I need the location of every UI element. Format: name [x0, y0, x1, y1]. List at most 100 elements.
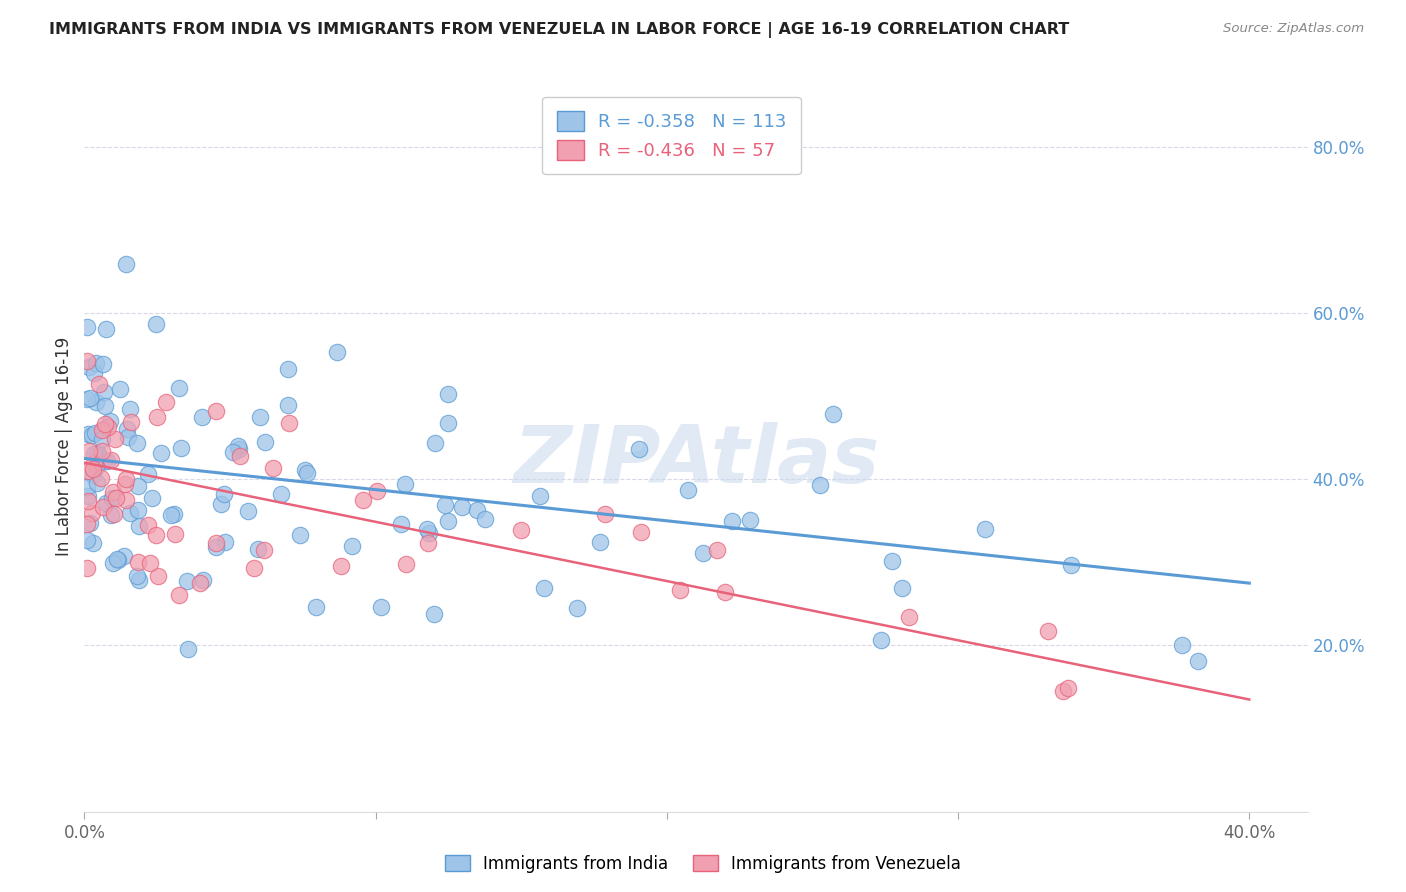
Point [93, 454, 115, 468]
Point [973, 522, 995, 536]
Point [139, 556, 162, 570]
Point [96, 454, 118, 468]
Point [474, 512, 496, 526]
Point [108, 383, 131, 397]
Point [114, 472, 136, 486]
Point [228, 442, 250, 456]
Point [423, 436, 446, 450]
Point [630, 525, 652, 540]
Point [101, 484, 124, 499]
Point [94, 417, 117, 432]
Point [589, 535, 612, 549]
Point [87, 446, 110, 460]
Point [115, 422, 138, 436]
Point [236, 503, 259, 517]
Point [84, 459, 107, 474]
Point [394, 476, 416, 491]
Point [389, 517, 412, 532]
Point [226, 439, 249, 453]
Point [84, 426, 107, 441]
Point [76, 320, 98, 334]
Point [82, 506, 104, 520]
Point [90, 432, 112, 446]
Point [120, 415, 142, 429]
Point [136, 467, 159, 481]
Point [118, 507, 141, 521]
Point [821, 407, 844, 421]
Point [370, 600, 392, 615]
Point [808, 478, 831, 492]
Point [128, 573, 150, 587]
Point [437, 416, 460, 430]
Point [91, 357, 114, 371]
Point [98, 413, 121, 427]
Point [112, 549, 135, 563]
Point [329, 559, 352, 574]
Point [115, 493, 138, 508]
Text: ZIPAtlas: ZIPAtlas [513, 422, 879, 500]
Point [94, 399, 117, 413]
Point [627, 442, 650, 457]
Point [165, 527, 187, 541]
Point [127, 569, 149, 583]
Point [1038, 624, 1060, 638]
Point [1171, 638, 1194, 652]
Point [87, 377, 110, 392]
Point [509, 523, 531, 537]
Point [294, 463, 316, 477]
Point [416, 523, 439, 537]
Point [249, 409, 271, 424]
Text: Source: ZipAtlas.com: Source: ZipAtlas.com [1223, 22, 1364, 36]
Point [146, 409, 169, 424]
Point [205, 403, 228, 417]
Point [880, 554, 903, 568]
Point [253, 434, 276, 449]
Point [214, 534, 236, 549]
Point [740, 513, 762, 527]
Point [82, 462, 104, 476]
Point [290, 528, 312, 542]
Point [433, 498, 456, 512]
Point [305, 600, 328, 615]
Point [1052, 683, 1074, 698]
Point [82, 536, 104, 550]
Point [191, 573, 214, 587]
Point [326, 345, 349, 359]
Point [76, 427, 98, 442]
Point [97, 420, 120, 434]
Point [668, 583, 690, 598]
Point [76, 480, 98, 494]
Point [128, 518, 150, 533]
Point [423, 607, 446, 621]
Point [467, 503, 489, 517]
Point [83, 456, 105, 470]
Point [107, 553, 129, 567]
Point [104, 491, 127, 505]
Point [100, 453, 122, 467]
Point [676, 483, 699, 498]
Point [352, 492, 374, 507]
Point [277, 417, 299, 431]
Point [253, 542, 276, 557]
Point [100, 491, 122, 506]
Point [76, 561, 98, 575]
Y-axis label: In Labor Force | Age 16-19: In Labor Force | Age 16-19 [55, 336, 73, 556]
Point [117, 430, 139, 444]
Point [76, 392, 98, 406]
Point [340, 539, 363, 553]
Point [242, 561, 264, 575]
Point [451, 500, 474, 514]
Point [145, 528, 167, 542]
Point [529, 489, 551, 503]
Point [416, 535, 439, 549]
Point [277, 398, 299, 412]
Legend: Immigrants from India, Immigrants from Venezuela: Immigrants from India, Immigrants from V… [439, 848, 967, 880]
Point [204, 541, 226, 555]
Point [93, 384, 115, 399]
Text: IMMIGRANTS FROM INDIA VS IMMIGRANTS FROM VENEZUELA IN LABOR FORCE | AGE 16-19 CO: IMMIGRANTS FROM INDIA VS IMMIGRANTS FROM… [49, 22, 1070, 38]
Point [229, 449, 252, 463]
Point [76, 464, 98, 478]
Point [395, 558, 418, 572]
Point [169, 588, 191, 602]
Point [277, 362, 299, 376]
